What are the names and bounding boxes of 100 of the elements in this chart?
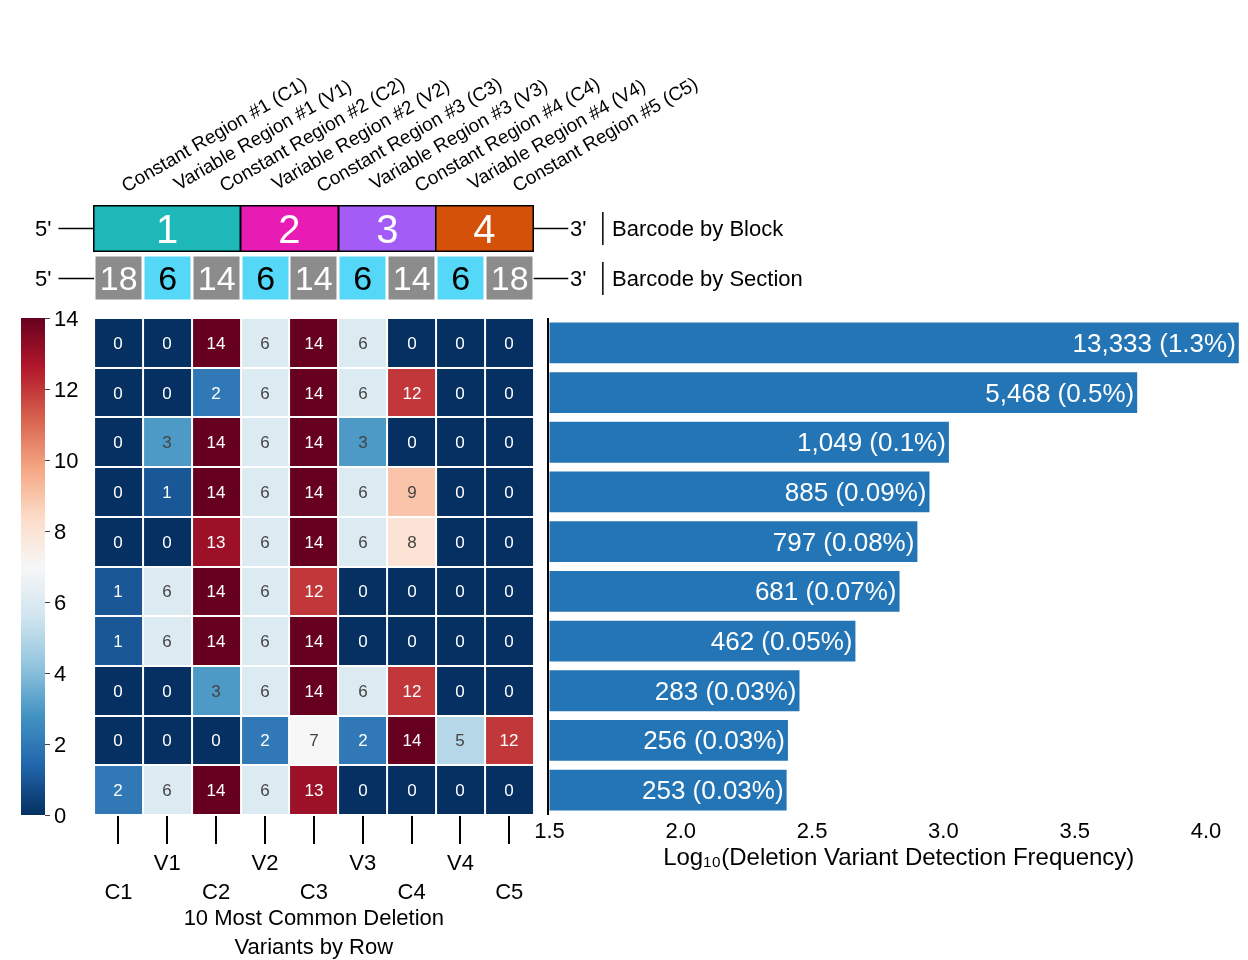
x-tick-label: 3.5 — [1059, 818, 1090, 843]
text: 1 — [156, 206, 179, 251]
data-label: 9 — [407, 482, 417, 502]
x-tick-label: V1 — [153, 850, 181, 876]
data-label: 8 — [407, 532, 417, 552]
data-label: 6 — [260, 333, 270, 353]
data-label: 0 — [455, 532, 465, 552]
data-label: 0 — [113, 383, 123, 403]
data-label: 0 — [504, 482, 514, 502]
data-label: 0 — [407, 581, 417, 601]
annotation: 256 (0.03%) — [643, 725, 785, 756]
x-tick-label: 4.0 — [1190, 818, 1222, 843]
color-bar-label: 8 — [53, 518, 67, 544]
data-label: 0 — [358, 780, 368, 800]
text: 4 — [473, 206, 496, 251]
text: 14 — [392, 259, 431, 297]
x-axis-title: 10 Most Common Deletion Variants by Row — [183, 904, 445, 959]
data-label: 0 — [455, 432, 465, 452]
data-label: 0 — [504, 581, 514, 601]
data-label: 14 — [304, 432, 324, 452]
text: 5' — [35, 216, 52, 241]
data-label: 0 — [504, 681, 514, 701]
text: 3' — [570, 266, 587, 291]
x-axis-title: Log₁₀(Deletion Variant Detection Frequency) — [663, 843, 1135, 870]
data-label: 6 — [260, 581, 270, 601]
data-label: 6 — [162, 780, 172, 800]
data-label: 2 — [358, 730, 368, 750]
data-label: 13 — [206, 532, 226, 552]
data-label: 1 — [113, 581, 123, 601]
text: 3 — [376, 206, 399, 251]
color-bar-label: 6 — [53, 589, 67, 615]
data-label: 0 — [455, 383, 465, 403]
data-label: 0 — [162, 333, 172, 353]
data-label: 0 — [162, 681, 172, 701]
annotation: 681 (0.07%) — [754, 576, 897, 607]
text: 6 — [353, 259, 373, 297]
data-label: 0 — [504, 532, 514, 552]
data-label: 3 — [211, 681, 221, 701]
data-label: 0 — [113, 532, 123, 552]
annotation: 283 (0.03%) — [654, 675, 797, 706]
x-tick-label: 1.5 — [534, 818, 565, 843]
data-label: 0 — [211, 730, 221, 750]
data-label: 0 — [455, 581, 465, 601]
data-label: 14 — [402, 730, 422, 750]
data-label: 0 — [455, 780, 465, 800]
data-label: 2 — [211, 383, 221, 403]
data-label: 0 — [455, 333, 465, 353]
text: 14 — [197, 259, 236, 297]
x-tick-label: 2.0 — [665, 818, 697, 843]
x-tick-label: C2 — [202, 879, 231, 904]
data-label: 6 — [260, 681, 270, 701]
x-tick-label: C1 — [104, 879, 133, 904]
data-label: 0 — [113, 333, 123, 353]
data-label: 6 — [260, 631, 270, 651]
text: 18 — [490, 259, 529, 297]
data-label: 6 — [358, 532, 368, 552]
x-tick-label: C4 — [397, 879, 426, 904]
data-label: 1 — [162, 482, 172, 502]
data-label: 6 — [358, 333, 368, 353]
data-label: 3 — [358, 432, 368, 452]
data-label: 0 — [162, 730, 172, 750]
text: 6 — [158, 259, 178, 297]
data-label: 6 — [162, 581, 172, 601]
data-label: 14 — [304, 681, 324, 701]
color-bar-label: 0 — [53, 802, 67, 828]
data-label: 0 — [504, 383, 514, 403]
data-label: 3 — [162, 432, 172, 452]
data-label: 6 — [358, 383, 368, 403]
x-tick-label: V2 — [251, 850, 279, 876]
data-label: 2 — [113, 780, 123, 800]
data-label: 14 — [206, 581, 226, 601]
data-label: 6 — [162, 631, 172, 651]
annotation: 462 (0.05%) — [710, 626, 853, 657]
data-label: 12 — [402, 383, 422, 403]
annotation: 1,049 (0.1%) — [797, 427, 946, 458]
data-label: 0 — [113, 681, 123, 701]
data-label: 14 — [304, 532, 324, 552]
data-label: 14 — [206, 432, 226, 452]
text: Barcode by Block — [612, 216, 785, 241]
annotation: 13,333 (1.3%) — [1072, 327, 1236, 358]
data-label: 12 — [304, 581, 324, 601]
x-tick-label: V3 — [349, 850, 377, 876]
color-bar-label: 10 — [53, 447, 79, 473]
color-bar-label: 12 — [53, 376, 79, 402]
data-label: 14 — [304, 482, 324, 502]
x-tick-label: C3 — [299, 879, 328, 904]
data-label: 0 — [407, 432, 417, 452]
data-label: 0 — [162, 532, 172, 552]
data-label: 5 — [455, 730, 465, 750]
data-label: 0 — [113, 432, 123, 452]
data-label: 6 — [260, 780, 270, 800]
text: 6 — [256, 259, 276, 297]
text: 3' — [570, 216, 587, 241]
text: Barcode by Section — [612, 266, 803, 291]
data-label: 0 — [113, 730, 123, 750]
x-tick-label: C5 — [495, 879, 524, 904]
text: 6 — [451, 259, 471, 297]
annotation: 885 (0.09%) — [784, 476, 927, 507]
data-label: 14 — [206, 780, 226, 800]
data-label: 0 — [504, 333, 514, 353]
